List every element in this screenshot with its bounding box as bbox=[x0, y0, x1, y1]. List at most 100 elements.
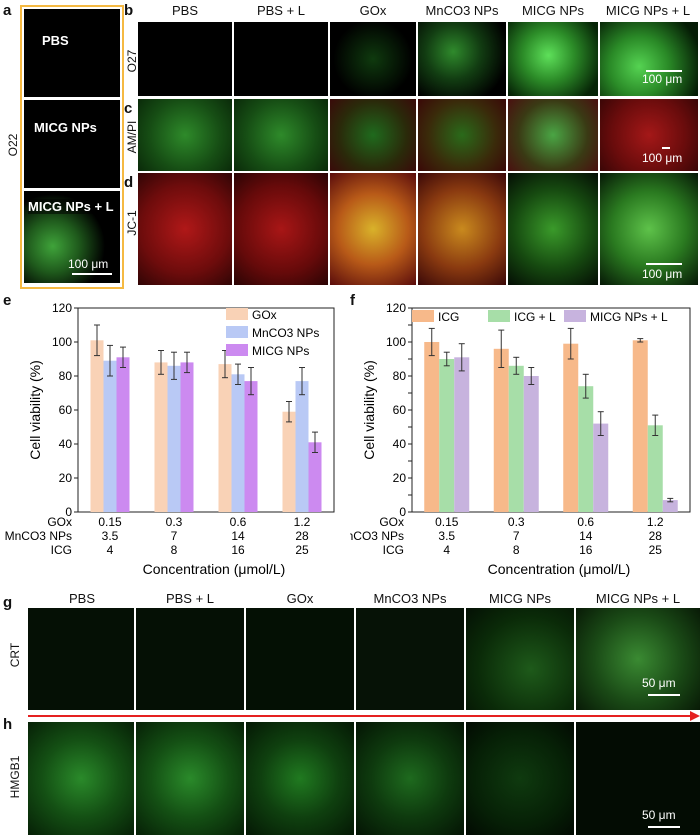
column-header: PBS + L bbox=[256, 3, 306, 18]
x-axis-label: Concentration (μmol/L) bbox=[488, 561, 631, 577]
column-header: PBS bbox=[171, 3, 198, 18]
concentration-value: 0.3 bbox=[508, 515, 525, 529]
column-header: GOx bbox=[359, 3, 387, 18]
row-h-images: 50 μm bbox=[28, 722, 700, 835]
bar bbox=[647, 425, 663, 512]
image-g-6: 50 μm bbox=[576, 608, 700, 710]
bar bbox=[231, 374, 245, 512]
panel-letter-g: g bbox=[3, 594, 13, 611]
legend-swatch bbox=[226, 308, 248, 320]
concentration-value: 14 bbox=[231, 529, 245, 543]
y-axis-label: Cell viability (%) bbox=[27, 360, 43, 460]
row-b-images: 100 μm bbox=[138, 22, 698, 96]
legend-swatch bbox=[488, 310, 510, 322]
row-label-c: AM/PI bbox=[125, 120, 139, 154]
concentration-value: 7 bbox=[513, 529, 520, 543]
row-label-d: JC-1 bbox=[125, 210, 139, 236]
y-tick-label: 40 bbox=[59, 437, 73, 451]
image-b-5 bbox=[508, 22, 598, 96]
x-axis-label: Concentration (μmol/L) bbox=[143, 561, 286, 577]
legend-entry: ICG + L bbox=[514, 310, 556, 324]
column-header: PBS + L bbox=[165, 591, 215, 606]
concentration-value: 1.2 bbox=[294, 515, 311, 529]
legend-entry: MnCO3 NPs bbox=[252, 326, 319, 340]
bar bbox=[578, 386, 594, 512]
chart-f: 0 20 40 60 80 100 120 Cell viability (%) GOx 0.15… bbox=[350, 301, 691, 577]
panel-a-frame: PBS MICG NPs MICG NPs + L 100 μm bbox=[20, 5, 124, 289]
concentration-value: 14 bbox=[579, 529, 593, 543]
panel-letter-e: e bbox=[3, 292, 12, 309]
legend-entry: MICG NPs + L bbox=[590, 310, 668, 324]
concentration-value: 7 bbox=[171, 529, 178, 543]
y-tick-label: 20 bbox=[59, 471, 73, 485]
row-label-b: O27 bbox=[125, 49, 139, 73]
bar bbox=[662, 500, 678, 512]
row-label-g: CRT bbox=[8, 642, 22, 668]
column-header: MICG NPs bbox=[521, 3, 585, 18]
y-tick-label: 120 bbox=[52, 301, 72, 315]
bar bbox=[154, 362, 168, 512]
y-tick-label: 0 bbox=[65, 505, 72, 519]
image-d-1 bbox=[138, 173, 232, 285]
y-tick-label: 60 bbox=[59, 403, 73, 417]
image-c-5 bbox=[508, 99, 598, 171]
column-header: MICG NPs + L bbox=[595, 591, 681, 606]
y-tick-label: 20 bbox=[393, 471, 407, 485]
concentration-value: 4 bbox=[443, 543, 450, 557]
concentration-value: 28 bbox=[649, 529, 663, 543]
panel-letter-f: f bbox=[350, 292, 355, 309]
bar bbox=[116, 357, 130, 512]
panel-a-row-label: O22 bbox=[6, 133, 20, 157]
concentration-value: 0.15 bbox=[98, 515, 122, 529]
bar bbox=[439, 359, 455, 512]
image-b-4 bbox=[418, 22, 506, 96]
image-b-6: 100 μm bbox=[600, 22, 698, 96]
concentration-value: 16 bbox=[579, 543, 593, 557]
row-d-images: 100 μm bbox=[138, 173, 698, 285]
column-header: MnCO3 NPs bbox=[425, 3, 499, 18]
image-c-6: 100 μm bbox=[600, 99, 698, 171]
concentration-value: 8 bbox=[513, 543, 520, 557]
row-g-images: 50 μm bbox=[28, 608, 700, 710]
concentration-value: 0.6 bbox=[230, 515, 247, 529]
bar bbox=[308, 442, 322, 512]
column-header: MnCO3 NPs bbox=[373, 591, 447, 606]
bar bbox=[167, 365, 181, 512]
image-h-1 bbox=[28, 722, 134, 835]
scale-bar bbox=[646, 263, 682, 265]
column-header: MICG NPs + L bbox=[605, 3, 691, 18]
panel-letter-h: h bbox=[3, 716, 13, 733]
image-g-2 bbox=[136, 608, 244, 710]
image-h-4 bbox=[356, 722, 464, 835]
scale-bar-label: 100 μm bbox=[642, 151, 683, 165]
image-c-2 bbox=[234, 99, 328, 171]
image-g-1 bbox=[28, 608, 134, 710]
image-g-5 bbox=[466, 608, 574, 710]
concentration-value: 8 bbox=[171, 543, 178, 557]
bar bbox=[632, 340, 648, 512]
image-c-1 bbox=[138, 99, 232, 171]
panel-a-tile-micg: MICG NPs bbox=[24, 100, 120, 188]
panel-letter-a: a bbox=[3, 2, 12, 19]
concentration-row-label: MnCO3 NPs bbox=[5, 529, 72, 543]
image-h-2 bbox=[136, 722, 244, 835]
y-tick-label: 60 bbox=[393, 403, 407, 417]
bar bbox=[593, 423, 609, 512]
bar bbox=[493, 348, 509, 512]
image-d-3 bbox=[330, 173, 416, 285]
bar bbox=[454, 357, 470, 512]
bar bbox=[103, 360, 117, 512]
panel-a-tile-micg-l: MICG NPs + L 100 μm bbox=[24, 191, 120, 283]
legend-swatch bbox=[226, 326, 248, 338]
panel-a-tile-pbs: PBS bbox=[24, 9, 120, 97]
y-axis-label: Cell viability (%) bbox=[361, 360, 377, 460]
chart-e: 0 20 40 60 80 100 120 Cell viability (%) GOx 0.15… bbox=[5, 301, 335, 577]
concentration-row-label: GOx bbox=[47, 515, 72, 529]
row-c-images: 100 μm bbox=[138, 99, 698, 171]
scale-bar bbox=[648, 826, 680, 828]
tile-label: MICG NPs + L bbox=[28, 199, 114, 214]
y-tick-label: 0 bbox=[399, 505, 406, 519]
y-tick-label: 100 bbox=[52, 335, 72, 349]
concentration-row-label: GOx bbox=[379, 515, 404, 529]
image-c-4 bbox=[418, 99, 506, 171]
